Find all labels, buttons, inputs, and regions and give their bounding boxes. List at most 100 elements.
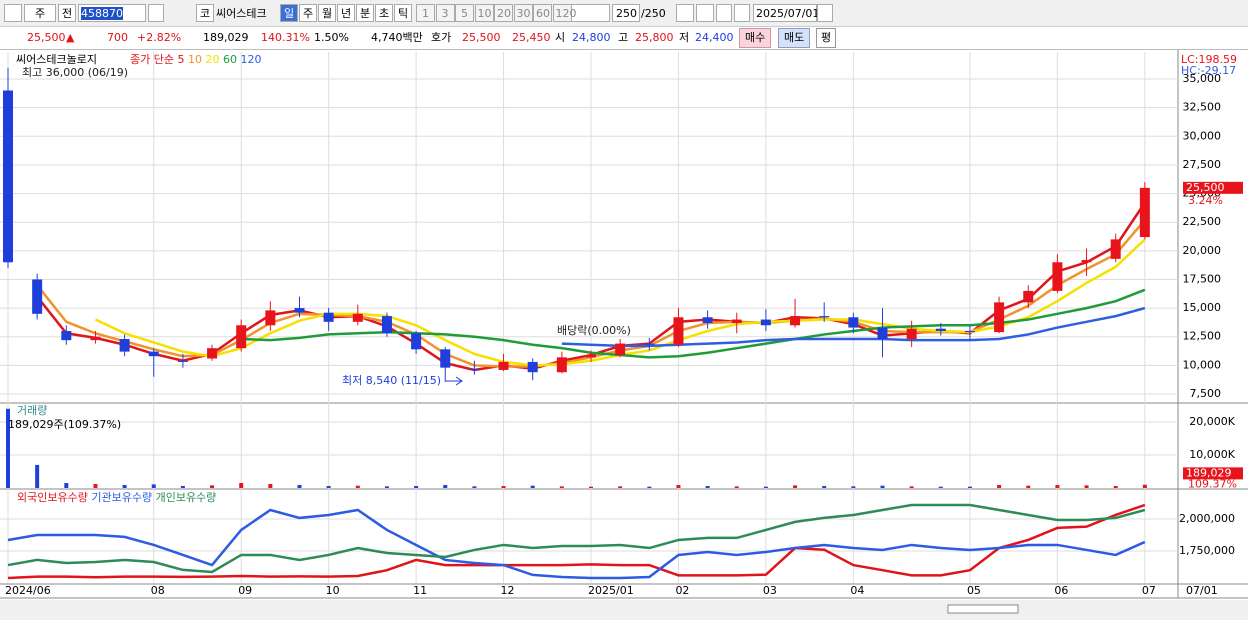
period-button[interactable]: 주 <box>299 4 317 22</box>
date-input[interactable]: 2025/07/01 <box>753 4 819 22</box>
y-tick-label: 15,000 <box>1183 301 1222 314</box>
volume-bar <box>1084 485 1089 488</box>
volume-bar <box>384 486 389 488</box>
candle-body <box>673 317 684 345</box>
volume-bar <box>1113 486 1118 488</box>
annotation: 최저 8,540 (11/15) <box>342 374 441 387</box>
interval-button[interactable]: 20 <box>494 4 513 22</box>
sell-button[interactable]: 매도 <box>778 28 811 48</box>
panel-subtitle: 189,029주(109.37%) <box>8 418 121 431</box>
interval-button[interactable]: 10 <box>474 4 494 22</box>
legend-entry: 20 <box>205 53 219 66</box>
buy-button[interactable]: 매수 <box>739 28 772 48</box>
legend-entry: 10 <box>188 53 202 66</box>
interval-button[interactable]: 30 <box>513 4 533 22</box>
price: 25,500 <box>27 31 66 44</box>
volume-bar <box>151 484 156 488</box>
candle-body <box>760 319 771 326</box>
scroll-thumb[interactable] <box>947 604 1019 614</box>
volume-bar <box>239 483 244 488</box>
y-tick-label: 12,500 <box>1183 330 1222 343</box>
lc-label: LC:198.59 <box>1181 53 1237 66</box>
period-button[interactable]: 월 <box>318 4 336 22</box>
candle-body <box>819 316 830 318</box>
legend-entry: 60 <box>223 53 237 66</box>
volume-bar <box>647 486 652 488</box>
candle-body <box>1110 239 1121 259</box>
bid-label: 호가 <box>431 31 452 44</box>
code-input[interactable]: 458870 <box>81 7 123 20</box>
current-price-box <box>1183 181 1243 194</box>
candle-body <box>1081 259 1092 263</box>
legend: 외국인보유수량 기관보유수량 개인보유수량 <box>17 491 216 504</box>
icon[interactable] <box>676 4 694 22</box>
arrow: ▲ <box>66 31 75 44</box>
interval-button[interactable]: 3 <box>435 4 455 22</box>
series-line <box>7 508 1146 580</box>
candle-body <box>702 317 713 323</box>
volume-bar <box>443 485 448 488</box>
low-label: 저 <box>679 31 690 44</box>
change-label: 3.24% <box>1188 194 1223 207</box>
series-line <box>7 503 1146 574</box>
high: 25,800 <box>635 31 674 44</box>
volume-bar <box>967 486 972 488</box>
legend-label: 종가 단순 <box>130 53 174 66</box>
candle-body <box>790 316 801 326</box>
turnover: 1.50% <box>314 31 349 44</box>
save[interactable] <box>716 4 732 22</box>
candle-body <box>265 310 276 326</box>
market-select[interactable]: 주 <box>24 4 56 22</box>
candle-body <box>148 351 159 357</box>
candle-body <box>352 313 363 322</box>
period-button[interactable]: 초 <box>375 4 393 22</box>
current-volume-box <box>1183 467 1243 480</box>
volume-bar <box>35 464 40 488</box>
volume-bar <box>763 486 768 488</box>
candle-body <box>527 361 538 373</box>
period-button[interactable]: 일 <box>280 4 298 22</box>
mode-select[interactable]: 전 <box>58 4 76 22</box>
period-button[interactable]: 년 <box>337 4 355 22</box>
x-tick-label: 02 <box>675 584 689 597</box>
volume-bar <box>530 485 535 488</box>
x-tick-label: 03 <box>763 584 777 597</box>
volume-bar <box>326 486 331 488</box>
volume-bar <box>93 484 98 488</box>
scrollbar[interactable] <box>0 600 1248 620</box>
candle-body <box>586 355 596 358</box>
legend-entry: 5 <box>177 53 184 66</box>
volume-bar <box>559 486 564 488</box>
avg-button[interactable]: 평 <box>816 28 837 48</box>
interval-button[interactable]: 120 <box>552 4 577 22</box>
search[interactable] <box>148 4 164 22</box>
volume-bar <box>909 486 914 488</box>
calendar[interactable] <box>817 4 833 22</box>
y-tick-label: 22,500 <box>1183 215 1222 228</box>
interval-button[interactable]: 5 <box>455 4 474 22</box>
icon[interactable] <box>4 4 22 22</box>
candle-body <box>644 343 655 345</box>
quote-bar: 25,500 ▲ 700 +2.82% 189,029 140.31% 1.50… <box>0 27 1248 50</box>
x-tick-label: 10 <box>326 584 340 597</box>
ask: 25,500 <box>462 31 501 44</box>
current-volume: 189,029 <box>1186 466 1232 479</box>
interval-button[interactable]: 60 <box>533 4 552 22</box>
x-tick-label: 11 <box>413 584 427 597</box>
candle-body <box>877 327 888 340</box>
interval-button[interactable]: 1 <box>416 4 435 22</box>
volume-bar <box>1026 485 1031 488</box>
volume-bar <box>880 485 885 488</box>
period-button[interactable]: 틱 <box>394 4 412 22</box>
y-tick-label: 1,750,000 <box>1179 544 1235 557</box>
candle-body <box>1052 262 1063 291</box>
open-label: 시 <box>555 31 566 44</box>
icon[interactable] <box>696 4 714 22</box>
candle-body <box>731 319 742 323</box>
legend-entry: 120 <box>240 53 261 66</box>
candle-body <box>440 349 451 368</box>
settings[interactable] <box>734 4 750 22</box>
count[interactable]: 250 <box>612 4 640 22</box>
period-button[interactable]: 분 <box>356 4 374 22</box>
